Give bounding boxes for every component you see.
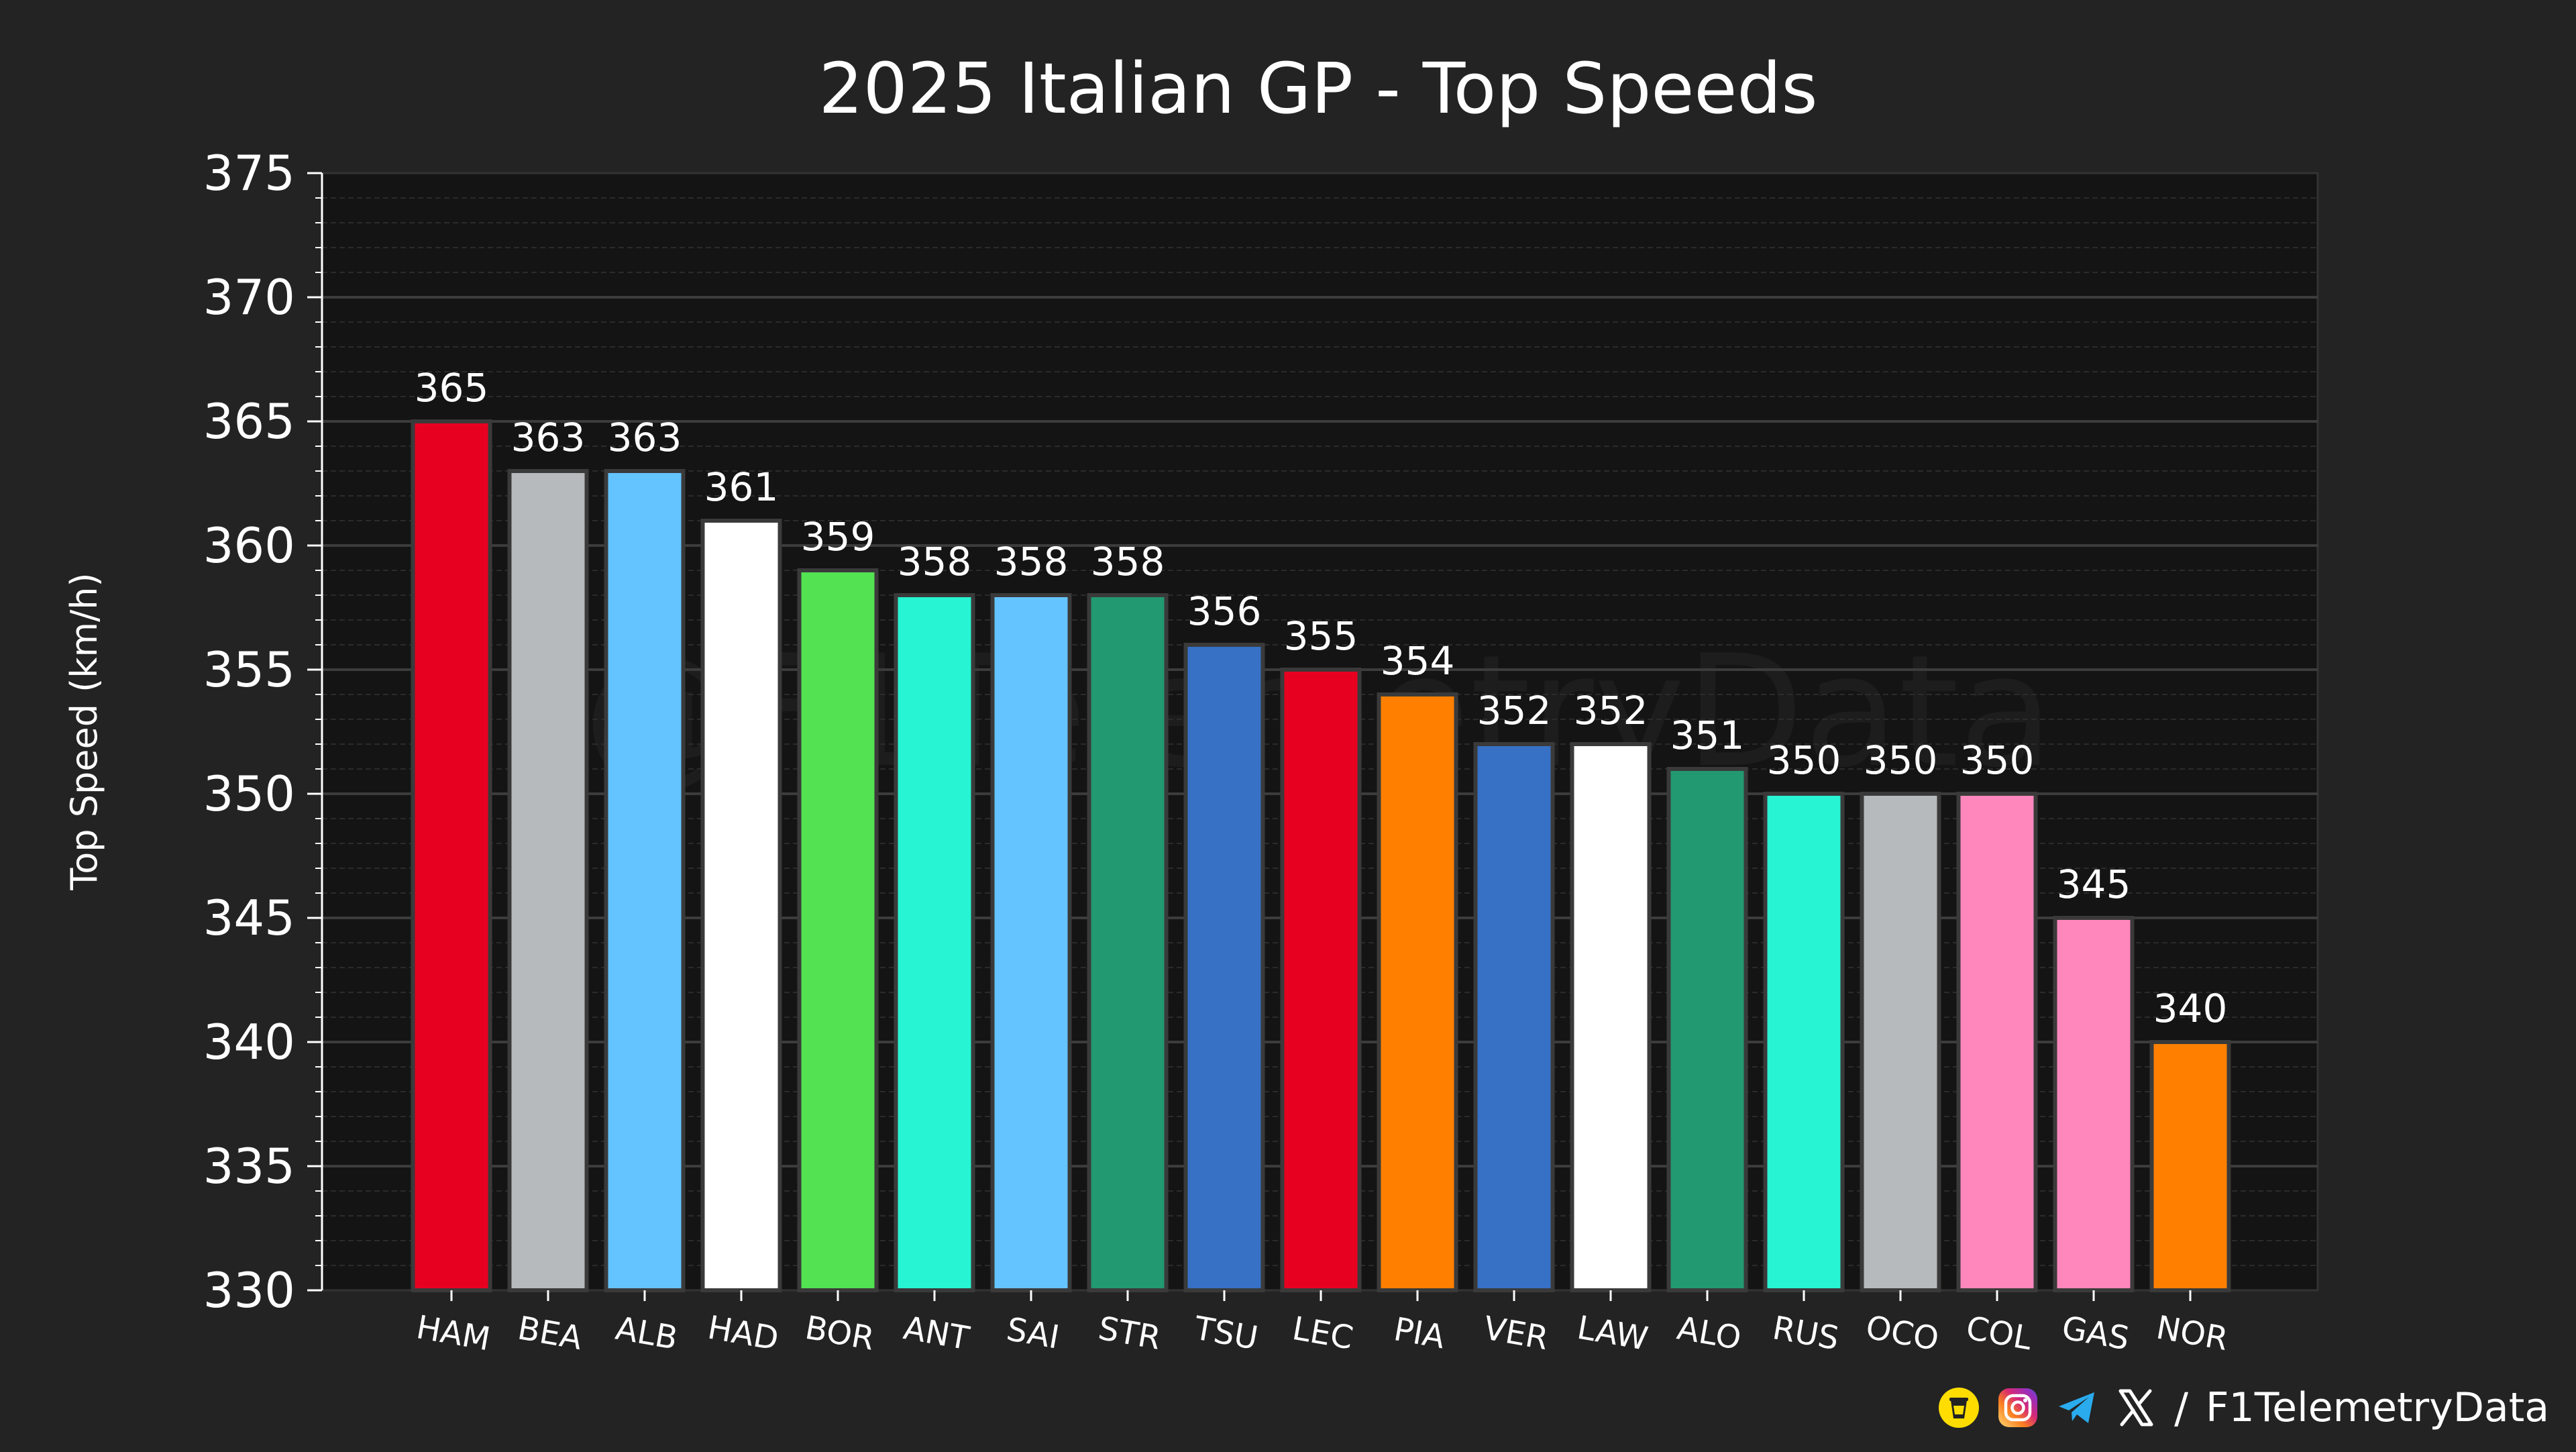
bar-ham (413, 421, 490, 1290)
x-tick-label: ANT (901, 1309, 973, 1357)
x-tick-label: HAM (414, 1308, 493, 1358)
bar-oco (1862, 794, 1939, 1290)
footer-socials: / F1TelemetryData (1938, 1381, 2549, 1435)
y-tick-label: 345 (203, 890, 295, 946)
bar-sai (993, 595, 1070, 1290)
bar-alb (606, 471, 684, 1290)
bar-bor (800, 570, 877, 1290)
x-tick-label: VER (1481, 1309, 1551, 1357)
y-tick-label: 340 (203, 1014, 295, 1070)
bar-ant (896, 595, 973, 1290)
bar-value-label: 354 (1381, 638, 1455, 684)
x-tick-label: GAS (2059, 1309, 2132, 1358)
bar-str (1089, 595, 1167, 1290)
instagram-icon[interactable] (1997, 1387, 2039, 1429)
y-tick-label: 330 (203, 1262, 295, 1318)
y-tick-label: 360 (203, 517, 295, 574)
y-axis-label: Top Speed (km/h) (63, 572, 105, 890)
x-tick-label: LEC (1289, 1310, 1356, 1357)
bar-alo (1669, 769, 1746, 1290)
x-tick-label: ALO (1674, 1309, 1744, 1357)
bar-col (1959, 794, 2036, 1290)
bar-value-label: 350 (1864, 737, 1938, 783)
bar-rus (1766, 794, 1843, 1290)
x-tick-label: SAI (1004, 1310, 1062, 1357)
x-tick-label: COL (1964, 1309, 2035, 1357)
bar-value-label: 365 (415, 365, 489, 411)
x-tick-label: PIA (1391, 1310, 1448, 1356)
bar-gas (2055, 918, 2133, 1290)
bmc-icon[interactable] (1938, 1387, 1980, 1429)
bar-value-label: 352 (1574, 688, 1648, 733)
bar-value-label: 356 (1187, 588, 1262, 634)
y-tick-label: 355 (203, 641, 295, 698)
x-tick-label: BOR (802, 1309, 877, 1358)
bar-value-label: 345 (2057, 862, 2131, 907)
y-tick-label: 365 (203, 393, 295, 450)
bar-value-label: 361 (704, 464, 779, 510)
x-tick-label: LAW (1574, 1309, 1651, 1358)
bar-value-label: 340 (2153, 986, 2228, 1031)
x-tick-label: BEA (515, 1309, 586, 1357)
bar-nor (2152, 1042, 2229, 1290)
x-tick-label: HAD (705, 1308, 782, 1358)
y-tick-label: 375 (203, 145, 295, 201)
x-tick-label: TSU (1191, 1309, 1260, 1357)
chart-title: 2025 Italian GP - Top Speeds (818, 48, 1817, 129)
x-tick-label: ALB (612, 1310, 680, 1357)
y-tick-label: 335 (203, 1138, 295, 1194)
bar-lec (1283, 670, 1360, 1290)
bar-bea (510, 471, 587, 1290)
bar-law (1572, 744, 1650, 1290)
y-tick-label: 370 (203, 269, 295, 325)
y-tick-label: 350 (203, 766, 295, 822)
x-icon[interactable] (2115, 1387, 2157, 1429)
telegram-icon[interactable] (2056, 1387, 2098, 1429)
y-tick-labels: 330 335 340 345 350 355 360 365 370 375 (203, 145, 295, 1318)
bar-value-label: 358 (898, 539, 972, 584)
x-tick-label: RUS (1770, 1309, 1841, 1357)
bar-value-label: 363 (608, 415, 682, 460)
bar-value-label: 363 (511, 415, 586, 460)
x-tick-label: STR (1095, 1310, 1163, 1357)
bar-value-label: 359 (801, 514, 875, 560)
bar-value-label: 355 (1284, 613, 1358, 659)
x-tick-label: NOR (2153, 1308, 2231, 1358)
bar-had (703, 521, 780, 1290)
bar-value-label: 358 (1091, 539, 1165, 584)
bar-value-label: 351 (1670, 713, 1745, 758)
footer-separator: / (2174, 1384, 2188, 1433)
bar-pia (1379, 694, 1456, 1290)
bar-ver (1476, 744, 1553, 1290)
bar-value-label: 350 (1767, 737, 1841, 783)
bar-value-label: 350 (1960, 737, 2035, 783)
bar-value-label: 352 (1477, 688, 1552, 733)
footer-handle[interactable]: F1TelemetryData (2206, 1384, 2549, 1431)
x-tick-label: OCO (1863, 1308, 1941, 1358)
bar-value-label: 358 (994, 539, 1069, 584)
bar-tsu (1186, 645, 1263, 1290)
x-tick-labels: HAM BEA ALB HAD BOR ANT SAI STR TSU LEC PIA VER LAW A… (414, 1308, 2231, 1358)
